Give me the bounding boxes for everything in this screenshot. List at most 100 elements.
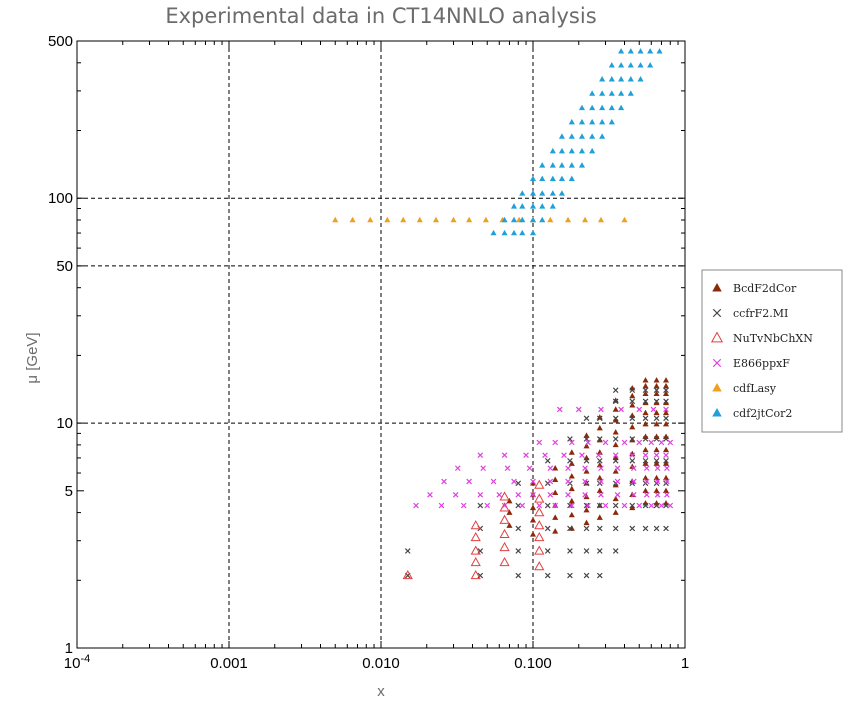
cross-stroke: [567, 525, 573, 532]
point-bcdf2dcor: [583, 506, 590, 513]
legend-marker: [712, 408, 722, 417]
point-nutvnbchxn: [534, 479, 545, 489]
point-e866ppxf: [630, 478, 637, 485]
cross-stroke: [648, 439, 655, 446]
point-bcdf2dcor: [653, 420, 660, 427]
point-e866ppxf: [614, 478, 621, 485]
point-ccfrf2-mi: [629, 457, 636, 464]
point-bcdf2dcor: [596, 474, 603, 481]
cross-stroke: [612, 415, 619, 422]
cross-stroke: [653, 436, 660, 442]
point-e866ppxf: [480, 465, 486, 472]
point-bcdf2dcor: [653, 487, 660, 494]
point-e866ppxf: [511, 478, 517, 485]
point-cdflasy: [432, 216, 440, 223]
point-ccfrf2-mi: [567, 525, 573, 532]
point-ccfrf2-mi: [612, 502, 619, 509]
point-bcdf2dcor: [629, 504, 636, 511]
point-bcdf2dcor: [506, 497, 513, 504]
cross-stroke: [523, 452, 529, 459]
y-tick-label: 500: [48, 33, 73, 50]
point-bcdf2dcor: [653, 399, 660, 406]
point-ccfrf2-mi: [653, 415, 660, 422]
cross-stroke: [460, 502, 467, 509]
cross-stroke: [658, 502, 665, 509]
cross-stroke: [650, 406, 657, 413]
point-cdflasy: [466, 216, 473, 223]
point-ccfrf2-mi: [583, 415, 590, 422]
cross-stroke: [565, 465, 571, 472]
cross-stroke: [653, 502, 660, 509]
cross-stroke: [477, 502, 484, 509]
cross-stroke: [653, 457, 660, 464]
cross-stroke: [629, 502, 636, 509]
point-bcdf2dcor: [583, 519, 590, 526]
point-e866ppxf: [630, 491, 637, 498]
point-ccfrf2-mi: [629, 436, 636, 442]
cross-stroke: [596, 436, 603, 442]
point-e866ppxf: [526, 465, 533, 472]
cross-stroke: [567, 457, 573, 464]
cross-stroke: [642, 436, 649, 442]
point-e866ppxf: [648, 502, 655, 509]
point-ccfrf2-mi: [629, 387, 636, 394]
point-bcdf2dcor: [552, 514, 559, 520]
cross-stroke: [404, 548, 411, 554]
point-cdflasy: [482, 216, 489, 223]
point-bcdf2dcor: [596, 461, 603, 468]
point-cdf2jtcor2: [549, 175, 556, 182]
point-e866ppxf: [582, 478, 588, 485]
point-cdf2jtcor2: [599, 76, 606, 82]
point-e866ppxf: [460, 502, 467, 509]
cross-stroke: [480, 465, 486, 472]
point-e866ppxf: [536, 502, 543, 509]
point-bcdf2dcor: [583, 432, 590, 438]
point-ccfrf2-mi: [567, 572, 573, 579]
x-axis-label: x: [377, 683, 385, 700]
point-bcdf2dcor: [612, 406, 619, 412]
point-cdf2jtcor2: [578, 118, 586, 125]
point-e866ppxf: [477, 491, 484, 498]
cross-stroke: [612, 457, 619, 464]
point-ccfrf2-mi: [612, 457, 619, 464]
point-ccfrf2-mi: [515, 525, 522, 532]
point-bcdf2dcor: [642, 446, 649, 453]
point-ccfrf2-mi: [567, 548, 573, 554]
cross-stroke: [642, 452, 649, 459]
point-ccfrf2-mi: [567, 436, 573, 442]
point-e866ppxf: [585, 439, 591, 446]
point-e866ppxf: [547, 478, 554, 485]
point-e866ppxf: [490, 478, 497, 485]
point-cdf2jtcor2: [578, 104, 586, 111]
cross-stroke: [663, 502, 669, 509]
point-cdf2jtcor2: [589, 90, 596, 96]
point-bcdf2dcor: [653, 377, 660, 383]
point-nutvnbchxn: [470, 570, 481, 580]
cross-stroke: [490, 478, 497, 485]
point-cdflasy: [450, 216, 457, 223]
cross-stroke: [585, 502, 591, 509]
cross-stroke: [519, 502, 526, 509]
point-ccfrf2-mi: [612, 548, 619, 554]
point-cdf2jtcor2: [549, 190, 556, 196]
point-bcdf2dcor: [642, 474, 649, 481]
cross-stroke: [653, 415, 660, 422]
point-e866ppxf: [629, 452, 636, 459]
point-cdflasy: [367, 216, 374, 223]
cross-stroke: [547, 465, 554, 472]
cross-stroke: [664, 491, 670, 498]
cross-stroke: [536, 439, 543, 446]
cross-stroke: [667, 439, 674, 446]
point-cdf2jtcor2: [599, 133, 606, 139]
point-nutvnbchxn: [499, 502, 510, 512]
point-ccfrf2-mi: [596, 457, 603, 464]
cross-stroke: [544, 502, 551, 509]
point-cdf2jtcor2: [501, 229, 508, 236]
cross-stroke: [565, 478, 571, 485]
point-ccfrf2-mi: [642, 525, 649, 532]
point-bcdf2dcor: [583, 442, 590, 449]
cross-stroke: [596, 572, 603, 579]
cross-stroke: [653, 387, 660, 394]
